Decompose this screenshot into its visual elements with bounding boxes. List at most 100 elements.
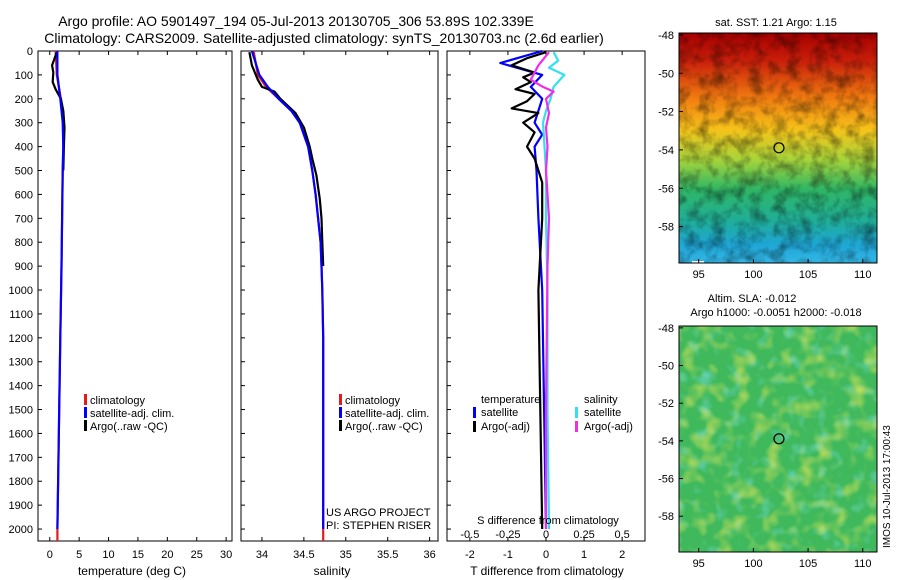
legend-satellite: satellite-adj. clim. bbox=[90, 408, 174, 420]
lat-tick-label: -58 bbox=[658, 511, 674, 523]
lat-tick-label: -50 bbox=[658, 361, 674, 373]
legend-climatology: climatology bbox=[90, 395, 146, 407]
title-line-1: Argo profile: AO 5901497_194 05-Jul-2013… bbox=[58, 13, 534, 29]
depth-tick-label: 1700 bbox=[9, 452, 33, 464]
sst-map bbox=[678, 32, 878, 264]
title-line-2: Climatology: CARS2009. Satellite-adjuste… bbox=[44, 30, 604, 46]
x-tick-label: -2 bbox=[465, 549, 475, 561]
s-tick-label: -0.25 bbox=[495, 529, 520, 541]
depth-tick-label: 200 bbox=[15, 94, 33, 106]
x-tick-label: 25 bbox=[191, 549, 203, 561]
salinity-series bbox=[248, 50, 325, 541]
depth-tick-label: 800 bbox=[15, 237, 33, 249]
depth-tick-label: 1000 bbox=[9, 285, 33, 297]
s-tick-label: -0.5 bbox=[460, 529, 479, 541]
salinity-xlabel: salinity bbox=[314, 564, 351, 578]
depth-tick-label: 2000 bbox=[9, 524, 33, 536]
s-tick-label: 0.25 bbox=[573, 529, 594, 541]
legend-salinity-heading: salinity bbox=[584, 394, 618, 406]
s-tick-label: 0 bbox=[543, 529, 549, 541]
sla-argo-marker bbox=[773, 433, 785, 445]
depth-tick-label: 500 bbox=[15, 166, 33, 178]
legend-satellite-swatch bbox=[84, 407, 87, 418]
lat-tick-label: -48 bbox=[658, 323, 674, 335]
legend-climatology-swatch bbox=[339, 394, 342, 405]
temperature-panel bbox=[37, 50, 233, 542]
temperature-axis: 0 5 10 15 20 25 30 bbox=[47, 51, 232, 561]
x-tick-label: 20 bbox=[161, 549, 173, 561]
depth-tick-label: 900 bbox=[15, 261, 33, 273]
sst-map-texture bbox=[679, 33, 877, 263]
salinity-legend: climatology satellite-adj. clim. Argo(..… bbox=[339, 394, 429, 433]
series-satellite-adj-clim bbox=[250, 50, 325, 529]
legend-sal-argo: Argo(-adj) bbox=[584, 421, 633, 433]
x-tick-label: 1 bbox=[581, 549, 587, 561]
depth-tick-label: 700 bbox=[15, 213, 33, 225]
legend-satellite: satellite-adj. clim. bbox=[345, 408, 429, 420]
difference-axis: -2 -1 0 1 2 -0.5 -0.25 0 0.25 0.5 bbox=[460, 51, 630, 561]
s-tick-label: 0.5 bbox=[615, 529, 630, 541]
legend-temp-satellite-swatch bbox=[473, 407, 476, 418]
x-tick-label: 10 bbox=[102, 549, 114, 561]
x-tick-label: 0 bbox=[543, 549, 549, 561]
depth-tick-label: 300 bbox=[15, 118, 33, 130]
difference-series bbox=[499, 49, 566, 530]
x-tick-label: 5 bbox=[76, 549, 82, 561]
lon-tick-label: 105 bbox=[799, 269, 817, 281]
depth-tick-label: 1500 bbox=[9, 405, 33, 417]
difference-top-label: S difference from climatology bbox=[477, 515, 619, 527]
lat-tick-label: -48 bbox=[658, 30, 674, 42]
depth-tick-label: 1400 bbox=[9, 381, 33, 393]
series-temperature-argo-adj bbox=[510, 51, 547, 530]
sst-map-frame bbox=[678, 32, 878, 264]
x-tick-label: 35.5 bbox=[377, 549, 398, 561]
depth-tick-label: 600 bbox=[15, 189, 33, 201]
legend-argo: Argo(..raw -QC) bbox=[90, 421, 168, 433]
lon-tick-label: 100 bbox=[744, 558, 762, 570]
depth-tick-label: 100 bbox=[15, 70, 33, 82]
legend-temp-satellite: satellite bbox=[481, 407, 518, 419]
x-tick-label: 0 bbox=[47, 549, 53, 561]
sst-argo-marker bbox=[773, 142, 785, 154]
depth-tick-label: 1800 bbox=[9, 476, 33, 488]
sla-map-frame bbox=[678, 325, 878, 553]
credit-pi: PI: STEPHEN RISER bbox=[326, 520, 431, 532]
depth-tick-label: 1300 bbox=[9, 357, 33, 369]
salinity-panel bbox=[240, 50, 439, 542]
legend-temperature-heading: temperature bbox=[481, 394, 540, 406]
sla-map bbox=[678, 325, 878, 553]
temperature-legend: climatology satellite-adj. clim. Argo(..… bbox=[84, 394, 174, 433]
series-temperature-satellite bbox=[499, 49, 548, 530]
depth-axis: 0 100 200 300 400 500 600 700 800 900 1000 1100 1200… bbox=[9, 46, 451, 536]
salinity-axis: 34 34.5 35 35.5 36 bbox=[256, 51, 436, 561]
legend-sal-argo-swatch bbox=[575, 421, 578, 432]
lon-tick-label: 95 bbox=[693, 269, 705, 281]
series-argo-raw-qc bbox=[248, 51, 325, 267]
lon-tick-label: 110 bbox=[854, 269, 872, 281]
lon-tick-label: 100 bbox=[744, 269, 762, 281]
temperature-xlabel: temperature (deg C) bbox=[78, 564, 186, 578]
lat-tick-label: -56 bbox=[658, 183, 674, 195]
series-argo-raw-qc bbox=[50, 51, 66, 171]
lat-tick-label: -54 bbox=[658, 145, 674, 157]
x-tick-label: -1 bbox=[503, 549, 513, 561]
x-tick-label: 34.5 bbox=[293, 549, 314, 561]
sla-map-subtitle: Argo h1000: -0.0051 h2000: -0.018 bbox=[690, 307, 861, 319]
sla-map-axes: 95 100 105 110 -48 -50 -52 -54 -56 -58 bbox=[658, 323, 871, 570]
depth-tick-label: 1900 bbox=[9, 500, 33, 512]
temperature-series bbox=[50, 50, 66, 541]
depth-tick-label: 1100 bbox=[9, 309, 33, 321]
difference-legend: temperature satellite Argo(-adj) salinit… bbox=[473, 394, 633, 433]
lat-tick-label: -50 bbox=[658, 68, 674, 80]
depth-tick-label: 0 bbox=[27, 46, 33, 58]
legend-temp-argo: Argo(-adj) bbox=[481, 421, 530, 433]
legend-climatology: climatology bbox=[345, 395, 401, 407]
legend-temp-argo-swatch bbox=[473, 421, 476, 432]
difference-xlabel: T difference from climatology bbox=[470, 564, 624, 578]
lat-tick-label: -58 bbox=[658, 222, 674, 234]
legend-climatology-swatch bbox=[84, 394, 87, 405]
series-salinity-argo-adj bbox=[529, 51, 555, 529]
legend-argo-swatch bbox=[84, 420, 87, 431]
x-tick-label: 30 bbox=[220, 549, 232, 561]
